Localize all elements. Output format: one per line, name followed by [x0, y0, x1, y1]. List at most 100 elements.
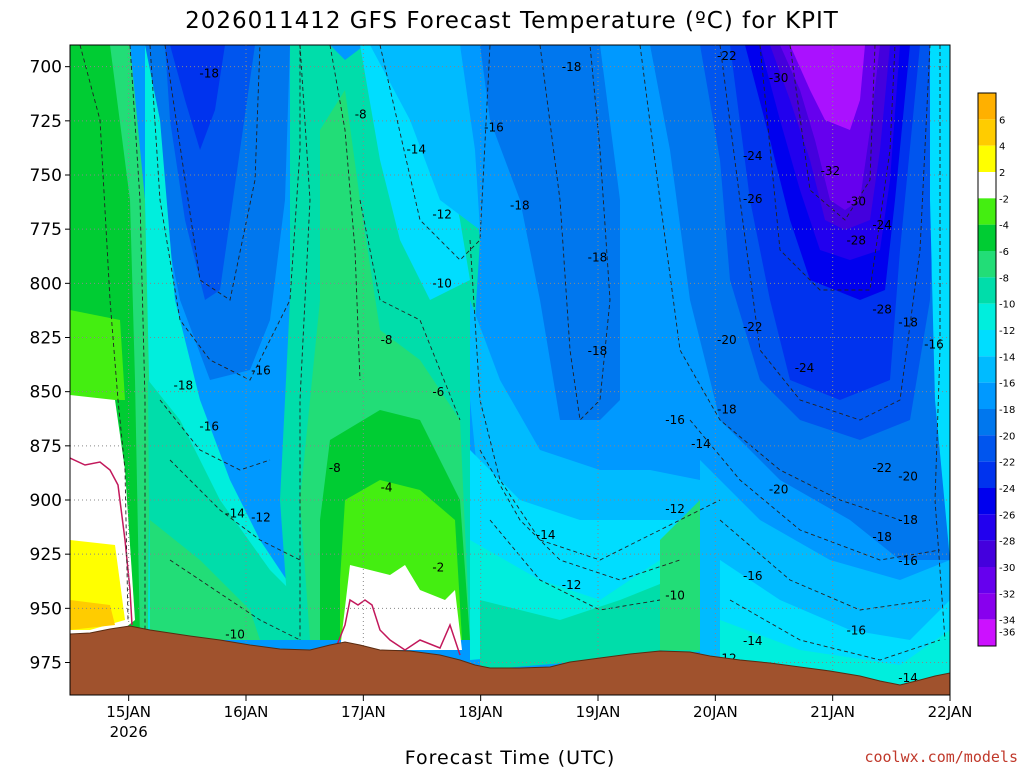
colorbar-swatch: [978, 119, 996, 146]
contour-labels: -18 -8 -14 -16 -12 -18 -10 -8 -6 -18 -16 -16 -8 -4 -2 -…: [174, 49, 944, 685]
colorbar-label: -24: [999, 484, 1015, 495]
x-tick-label: 22JAN: [928, 703, 973, 721]
contour-label: -12: [562, 578, 582, 592]
field-region-green-mid-left: [150, 520, 260, 640]
colorbar-label: -26: [999, 510, 1015, 521]
colorbar-label: 6: [999, 115, 1005, 126]
colorbar-label: -32: [999, 589, 1015, 600]
contour-lines: [79, 45, 946, 661]
field-region-j18-blue: [480, 45, 620, 420]
contour-label: -18: [717, 402, 737, 416]
contour-label: -8: [381, 333, 393, 347]
colorbar-swatch: [978, 461, 996, 488]
colorbar-swatch: [978, 224, 996, 251]
contour-label: -18: [588, 344, 608, 358]
colorbar-label: -30: [999, 563, 1015, 574]
contour-label: -14: [225, 506, 245, 520]
contour-label: -16: [924, 337, 944, 351]
contour-label: -12: [432, 207, 452, 221]
colorbar-label: -34: [999, 616, 1015, 627]
y-tick-label: 975: [30, 654, 62, 674]
contour-label: -30: [846, 194, 866, 208]
contour-label: -16: [251, 363, 271, 377]
contour-label: -20: [717, 333, 737, 347]
x-tick-label: 20JAN: [693, 703, 738, 721]
ground-surface: [70, 625, 950, 695]
x-year-label: 2026: [110, 723, 148, 741]
contour-label: -18: [872, 530, 892, 544]
colorbar-label: -20: [999, 431, 1015, 442]
contour-label: -16: [199, 420, 219, 434]
contour-label: -18: [898, 316, 918, 330]
colorbar-label: -10: [999, 300, 1015, 311]
contour-label: -18: [898, 513, 918, 527]
y-tick-label: 725: [30, 112, 62, 132]
contour-label: -8: [329, 461, 341, 475]
contour-label: -4: [381, 480, 393, 494]
x-tick-label: 18JAN: [458, 703, 503, 721]
contour-label: -22: [872, 461, 892, 475]
colorbar-swatch: [978, 382, 996, 409]
contour-label: -22: [717, 49, 737, 63]
field-region-cold-left-core2: [170, 45, 225, 150]
colorbar-label: -4: [999, 221, 1009, 232]
x-tick-label: 17JAN: [341, 703, 386, 721]
credit-text: coolwx.com/models: [864, 748, 1018, 766]
contour-label: -18: [588, 251, 608, 265]
contour-label: -18: [199, 67, 219, 81]
colorbar-swatch: [978, 593, 996, 620]
contour-label: -10: [225, 628, 245, 642]
contour-label: -18: [174, 379, 194, 393]
colorbar-swatch: [978, 145, 996, 172]
field-region-lime-left: [70, 310, 125, 400]
x-tick-label: 21JAN: [810, 703, 855, 721]
contour-label: -26: [743, 192, 763, 206]
contour-label: -24: [872, 218, 892, 232]
colorbar-label: 2: [999, 168, 1005, 179]
colorbar-label: -28: [999, 537, 1015, 548]
colorbar-swatch: [978, 277, 996, 304]
colorbar-frame: [977, 92, 997, 647]
colorbar-swatch: [978, 330, 996, 357]
colorbar-label: -6: [999, 247, 1009, 258]
colorbar-swatch: [978, 356, 996, 383]
colorbar-label: 4: [999, 142, 1005, 153]
contour-label: -14: [406, 142, 426, 156]
y-axis: 700 725 750 775 800 825 850 875 900 925 950 975: [30, 58, 70, 674]
contour-label: -20: [898, 470, 918, 484]
contour-label: -16: [665, 413, 685, 427]
contour-label: -14: [536, 528, 556, 542]
contour-label: -14: [691, 437, 711, 451]
y-tick-label: 750: [30, 166, 62, 186]
colorbar-label: -22: [999, 458, 1015, 469]
freezing-line-mid: [334, 598, 461, 656]
contour-label: -8: [355, 108, 367, 122]
contour-label: -14: [743, 634, 763, 648]
x-axis: 15JAN 2026 16JAN 17JAN 18JAN 19JAN 20JAN 21JAN 2…: [106, 695, 972, 741]
colorbar-swatch: [978, 251, 996, 278]
y-tick-label: 775: [30, 220, 62, 240]
colorbar-label: -12: [999, 326, 1015, 337]
contour-label: -20: [769, 483, 789, 497]
contour-label: -16: [846, 623, 866, 637]
contour-label: -30: [769, 71, 789, 85]
contour-label: -6: [432, 385, 444, 399]
colorbar: 6 4 2 -2 -4 -6 -8 -10 -12 -14 -16 -18 -20 -22 -24 -26 -2…: [977, 92, 1015, 647]
y-tick-label: 825: [30, 329, 62, 349]
colorbar-swatch: [978, 567, 996, 594]
grid-lines: [70, 45, 950, 695]
contour-label: -24: [743, 149, 763, 163]
colorbar-swatch: [978, 514, 996, 541]
contour-label: -32: [821, 164, 841, 178]
field-region-mid-white: [340, 565, 462, 650]
colorbar-swatch: [978, 540, 996, 567]
colorbar-label: -8: [999, 273, 1009, 284]
colorbar-label: -14: [999, 352, 1015, 363]
colorbar-swatch: [978, 409, 996, 436]
colorbar-label: -16: [999, 379, 1015, 390]
field-region-right-edge: [930, 45, 950, 560]
x-axis-title: Forecast Time (UTC): [405, 747, 615, 768]
plot-area: -18 -8 -14 -16 -12 -18 -10 -8 -6 -18 -16 -16 -8 -4 -2 -…: [70, 45, 950, 695]
contour-label: -22: [743, 320, 763, 334]
x-tick-label: 15JAN: [106, 703, 151, 721]
